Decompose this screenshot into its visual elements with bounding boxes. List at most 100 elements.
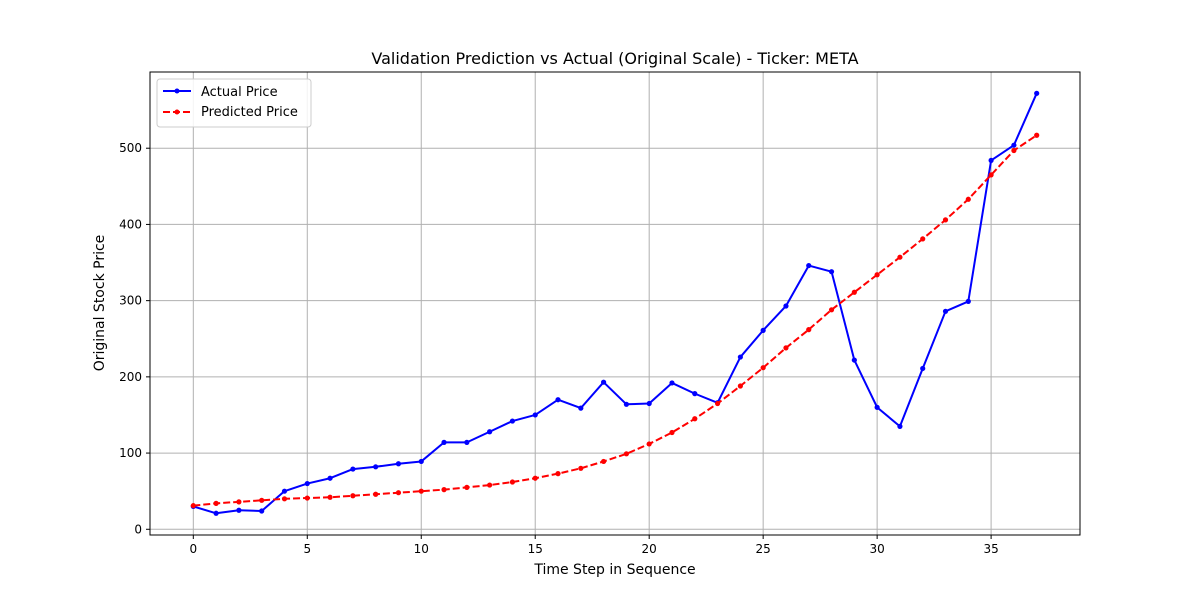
actual-price-point xyxy=(236,507,242,513)
legend-label-actual-price: Actual Price xyxy=(201,85,278,100)
actual-price-point xyxy=(464,439,470,445)
predicted-price-point xyxy=(464,484,470,490)
actual-price-point xyxy=(213,510,219,516)
actual-price-point xyxy=(1011,142,1017,148)
x-tick-label: 25 xyxy=(756,542,771,556)
predicted-price-point xyxy=(418,488,424,494)
predicted-price-point xyxy=(601,458,607,465)
predicted-price-point xyxy=(1034,132,1040,138)
actual-price-point xyxy=(828,269,835,275)
actual-price-point xyxy=(874,404,880,410)
actual-price-point xyxy=(350,466,356,472)
predicted-price-point xyxy=(897,254,903,260)
actual-price-point xyxy=(327,475,333,481)
actual-price-point xyxy=(418,458,424,465)
actual-price-point xyxy=(920,365,926,372)
predicted-price-point xyxy=(213,500,219,506)
predicted-price-point xyxy=(327,494,333,500)
actual-price-point xyxy=(737,354,743,360)
actual-price-point xyxy=(555,397,561,403)
predicted-price-point xyxy=(988,172,994,178)
predicted-price-point xyxy=(851,289,857,295)
chart-title: Validation Prediction vs Actual (Origina… xyxy=(371,49,858,68)
legend-label-predicted-price: Predicted Price xyxy=(201,105,298,120)
actual-price-point xyxy=(988,157,994,164)
predicted-price-point xyxy=(350,493,356,499)
predicted-price-point xyxy=(783,345,789,351)
actual-price-point xyxy=(509,418,516,424)
x-tick-label: 20 xyxy=(642,542,657,556)
predicted-price-point xyxy=(509,479,516,485)
y-tick-label: 0 xyxy=(134,522,142,536)
predicted-price-point xyxy=(1011,147,1017,154)
actual-price-line xyxy=(193,92,1038,515)
y-tick-label: 100 xyxy=(119,446,142,460)
x-tick-label: 35 xyxy=(983,542,998,556)
predicted-price-point xyxy=(646,441,652,447)
predicted-price-line xyxy=(193,134,1038,507)
x-tick-label: 5 xyxy=(303,542,311,556)
predicted-price-point xyxy=(281,496,288,502)
predicted-price-point xyxy=(236,499,242,505)
y-axis-label: Original Stock Price xyxy=(92,235,108,372)
actual-price-point xyxy=(487,429,493,435)
predicted-price-point xyxy=(395,490,402,496)
legend-marker-actual-price xyxy=(174,88,180,94)
actual-price-point xyxy=(259,508,265,514)
actual-price-point xyxy=(373,464,379,470)
actual-price-point xyxy=(646,400,652,407)
predicted-price-point xyxy=(806,327,812,333)
grid-lines xyxy=(150,72,1080,535)
actual-price-point xyxy=(304,480,310,487)
actual-price-point xyxy=(578,405,584,411)
actual-price-point xyxy=(783,303,789,309)
predicted-price-point xyxy=(737,383,743,389)
predicted-price-point xyxy=(555,471,561,477)
predicted-price-point xyxy=(874,272,880,278)
actual-price-point xyxy=(623,401,630,407)
x-tick-label: 15 xyxy=(528,542,543,556)
predicted-price-point xyxy=(920,236,926,242)
y-tick-label: 300 xyxy=(119,294,142,308)
actual-price-point xyxy=(965,298,971,304)
y-tick-label: 200 xyxy=(119,370,142,384)
actual-price-point xyxy=(760,327,766,333)
actual-price-point xyxy=(851,357,857,363)
x-tick-label: 0 xyxy=(189,542,197,556)
predicted-price-point xyxy=(259,497,265,503)
predicted-price-point xyxy=(487,482,493,488)
actual-price-point xyxy=(441,439,447,445)
predicted-price-point xyxy=(828,307,835,313)
actual-price-point xyxy=(692,391,698,397)
predicted-price-point xyxy=(760,365,766,371)
legend: Actual Price Predicted Price xyxy=(156,78,312,128)
predicted-price-point xyxy=(190,503,196,509)
plot-frame xyxy=(149,71,1081,536)
axes: 0 5 10 15 20 25 30 35 0 100 200 300 400 500 xyxy=(119,71,1081,556)
predicted-price-point xyxy=(692,416,698,422)
legend-marker-predicted-price xyxy=(174,109,180,115)
predicted-price-point xyxy=(532,475,538,481)
actual-price-point xyxy=(395,461,402,467)
actual-price-point xyxy=(897,423,903,429)
x-axis-label: Time Step in Sequence xyxy=(533,562,695,578)
predicted-price-point xyxy=(714,400,721,407)
actual-price-point xyxy=(669,380,675,386)
actual-price-point xyxy=(532,412,538,418)
actual-price-point xyxy=(1034,90,1040,96)
y-tick-label: 400 xyxy=(119,217,142,231)
data-series xyxy=(190,90,1040,516)
actual-price-point xyxy=(806,262,812,269)
legend-box xyxy=(156,78,312,128)
predicted-price-point xyxy=(373,491,379,497)
actual-price-point xyxy=(942,308,949,314)
x-tick-label: 10 xyxy=(414,542,429,556)
x-tick-label: 30 xyxy=(869,542,884,556)
predicted-price-point xyxy=(623,451,630,457)
actual-price-point xyxy=(281,488,288,494)
predicted-price-point xyxy=(942,217,949,223)
predicted-price-point xyxy=(669,429,675,436)
predicted-price-point xyxy=(965,196,971,202)
